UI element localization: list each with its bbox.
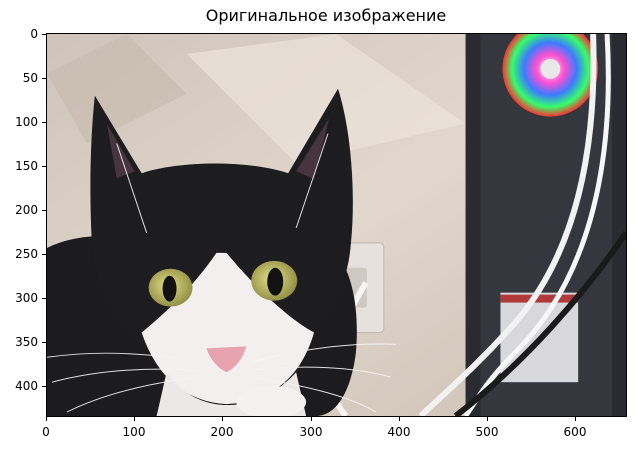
x-tick-mark	[311, 417, 312, 421]
cable	[453, 231, 626, 416]
cat-white-muzzle	[141, 252, 315, 405]
y-tick-label: 100	[15, 115, 38, 129]
x-tick-label: 400	[387, 425, 411, 439]
x-tick-mark	[575, 417, 576, 421]
y-tick-mark	[42, 166, 46, 167]
cat-paw	[236, 386, 307, 416]
x-tick-mark	[134, 417, 135, 421]
y-tick-mark	[42, 210, 46, 211]
y-tick-mark	[42, 122, 46, 123]
x-tick-mark	[399, 417, 400, 421]
pc-label-stripe	[500, 294, 579, 303]
x-tick-mark	[46, 417, 47, 421]
y-tick-mark	[42, 342, 46, 343]
y-tick-label: 350	[15, 335, 38, 349]
x-tick-label: 200	[210, 425, 234, 439]
x-tick-mark	[487, 417, 488, 421]
y-tick-mark	[42, 34, 46, 35]
wall-diamond	[186, 34, 466, 164]
rgb-fan-hub	[540, 58, 561, 79]
wall-diamond	[47, 34, 187, 144]
y-tick-label: 0	[30, 27, 38, 41]
y-tick-label: 250	[15, 247, 38, 261]
x-tick-label: 0	[42, 425, 50, 439]
cat-photo	[47, 34, 626, 416]
x-tick-label: 600	[563, 425, 587, 439]
y-tick-mark	[42, 298, 46, 299]
x-tick-label: 500	[475, 425, 499, 439]
x-tick-label: 100	[122, 425, 146, 439]
x-tick-label: 300	[299, 425, 323, 439]
cat-ear-inner	[296, 118, 330, 180]
y-tick-label: 150	[15, 159, 38, 173]
y-tick-label: 300	[15, 291, 38, 305]
y-tick-mark	[42, 254, 46, 255]
y-tick-label: 400	[15, 379, 38, 393]
x-tick-mark	[222, 417, 223, 421]
image-axes	[46, 33, 627, 417]
cat-head	[90, 88, 353, 378]
cable	[418, 34, 597, 416]
cat-whiskers	[47, 133, 396, 413]
y-tick-mark	[42, 386, 46, 387]
cat-pupil-right	[267, 267, 284, 296]
cat	[47, 88, 396, 416]
cat-pupil-left	[162, 275, 177, 302]
cat-nose	[206, 346, 247, 373]
cat-ear-inner	[106, 123, 135, 179]
y-tick-mark	[42, 78, 46, 79]
y-tick-label: 50	[22, 71, 38, 85]
y-tick-label: 200	[15, 203, 38, 217]
plot-title: Оригинальное изображение	[205, 6, 447, 25]
